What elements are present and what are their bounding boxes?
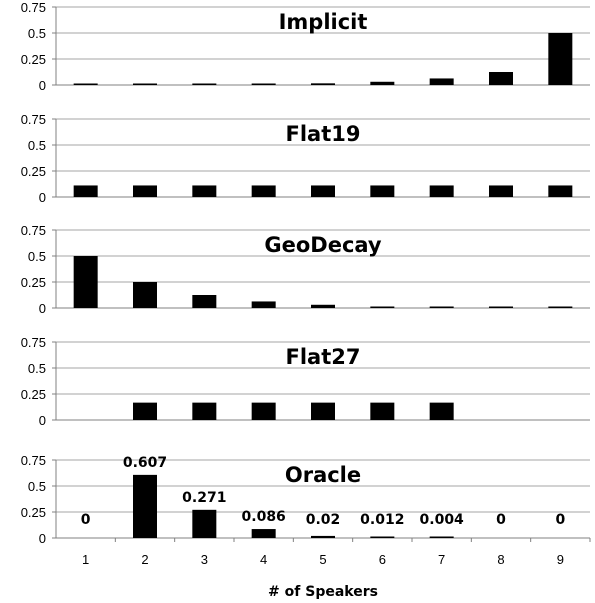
bar [251, 185, 276, 197]
y-tick-label: 0.75 [21, 335, 46, 350]
data-label: 0.02 [306, 512, 341, 528]
bar [311, 304, 335, 308]
y-tick-label: 0.25 [21, 505, 46, 520]
y-tick-label: 0.25 [21, 387, 46, 402]
x-tick-label: 6 [379, 552, 386, 567]
y-tick-label: 0 [39, 301, 46, 316]
y-tick-label: 0.75 [21, 112, 46, 127]
bar [192, 402, 217, 420]
y-tick-label: 0 [39, 78, 46, 93]
y-tick-label: 0.5 [28, 479, 46, 494]
bar [429, 306, 454, 308]
bar [548, 33, 573, 85]
bar [251, 301, 276, 308]
bar [133, 83, 157, 85]
y-tick-label: 0.75 [21, 453, 46, 468]
y-tick-label: 0.75 [21, 0, 46, 15]
bar [192, 509, 217, 538]
bar [370, 536, 395, 538]
bar [429, 78, 454, 85]
x-tick-label: 5 [319, 552, 326, 567]
bar [192, 295, 217, 308]
bar [73, 83, 98, 85]
y-tick-label: 0.25 [21, 275, 46, 290]
bar [251, 83, 276, 85]
bar [370, 185, 395, 197]
bar [73, 185, 98, 197]
bar [311, 185, 335, 197]
bar [251, 402, 276, 420]
bar [489, 306, 513, 308]
bar [548, 185, 573, 197]
bar [73, 256, 98, 308]
bar [429, 185, 454, 197]
x-tick-label: 9 [557, 552, 564, 567]
data-label: 0 [496, 512, 506, 528]
panel-title: Flat19 [286, 122, 361, 146]
bar [311, 535, 335, 538]
y-tick-label: 0 [39, 190, 46, 205]
bar [192, 83, 217, 85]
y-tick-label: 0.5 [28, 26, 46, 41]
panel-title: Implicit [279, 10, 368, 34]
x-axis-title: # of Speakers [268, 584, 378, 600]
data-label: 0.012 [360, 512, 404, 528]
data-label: 0.607 [123, 455, 167, 471]
panel-title: Flat27 [286, 345, 361, 369]
bar [429, 536, 454, 538]
x-tick-label: 4 [260, 552, 267, 567]
data-label: 0.004 [420, 512, 465, 528]
x-tick-label: 8 [497, 552, 504, 567]
bar [370, 402, 395, 420]
panel-title: GeoDecay [264, 233, 382, 257]
y-tick-label: 0.75 [21, 223, 46, 238]
bar [251, 529, 276, 538]
x-tick-label: 1 [82, 552, 89, 567]
bar [133, 474, 157, 538]
bar [311, 402, 335, 420]
y-tick-label: 0 [39, 413, 46, 428]
y-tick-label: 0 [39, 531, 46, 546]
y-tick-label: 0.5 [28, 249, 46, 264]
y-tick-label: 0.5 [28, 138, 46, 153]
x-tick-label: 3 [201, 552, 208, 567]
bar [192, 185, 217, 197]
panel-title: Oracle [285, 463, 361, 487]
bar [370, 306, 395, 308]
y-tick-label: 0.25 [21, 164, 46, 179]
bar [370, 81, 395, 85]
x-tick-label: 2 [141, 552, 148, 567]
bar [429, 402, 454, 420]
bar [311, 83, 335, 85]
bar [133, 282, 157, 308]
x-tick-label: 7 [438, 552, 445, 567]
data-label: 0 [81, 512, 91, 528]
bar [548, 306, 573, 308]
data-label: 0 [555, 512, 565, 528]
bar [133, 185, 157, 197]
bar [133, 402, 157, 420]
y-tick-label: 0.25 [21, 52, 46, 67]
data-label: 0.271 [182, 490, 226, 506]
y-tick-label: 0.5 [28, 361, 46, 376]
bar [489, 72, 513, 85]
data-label: 0.086 [242, 509, 286, 525]
bar [489, 185, 513, 197]
